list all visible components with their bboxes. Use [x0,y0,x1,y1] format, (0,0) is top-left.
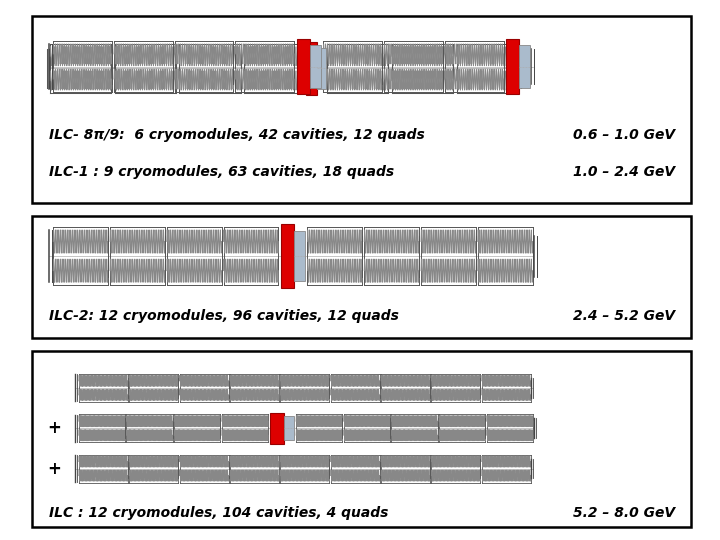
Bar [318,48,326,89]
Bar [307,42,318,95]
Bar [310,45,321,88]
Text: 2.4 – 5.2 GeV: 2.4 – 5.2 GeV [572,309,675,323]
Text: +: + [48,419,61,437]
Bar [506,39,520,94]
Bar [281,224,294,288]
Bar [32,351,691,526]
Bar [270,413,284,444]
Bar [520,45,530,88]
Text: ILC-2: 12 cryomodules, 96 cavities, 12 quads: ILC-2: 12 cryomodules, 96 cavities, 12 q… [49,309,399,323]
Text: 0.6 – 1.0 GeV: 0.6 – 1.0 GeV [572,127,675,141]
Text: ILC-1 : 9 cryomodules, 63 cavities, 18 quads: ILC-1 : 9 cryomodules, 63 cavities, 18 q… [49,165,394,179]
Bar [284,416,294,440]
Text: 5.2 – 8.0 GeV: 5.2 – 8.0 GeV [572,507,675,521]
Text: 1.0 – 2.4 GeV: 1.0 – 2.4 GeV [572,165,675,179]
Bar [297,39,310,94]
Text: ILC : 12 cryomodules, 104 cavities, 4 quads: ILC : 12 cryomodules, 104 cavities, 4 qu… [49,507,388,521]
Bar [32,16,691,202]
Bar [32,216,691,338]
Text: +: + [48,460,61,477]
Bar [294,231,305,281]
Text: ILC- 8π/9:  6 cryomodules, 42 cavities, 12 quads: ILC- 8π/9: 6 cryomodules, 42 cavities, 1… [49,127,425,141]
